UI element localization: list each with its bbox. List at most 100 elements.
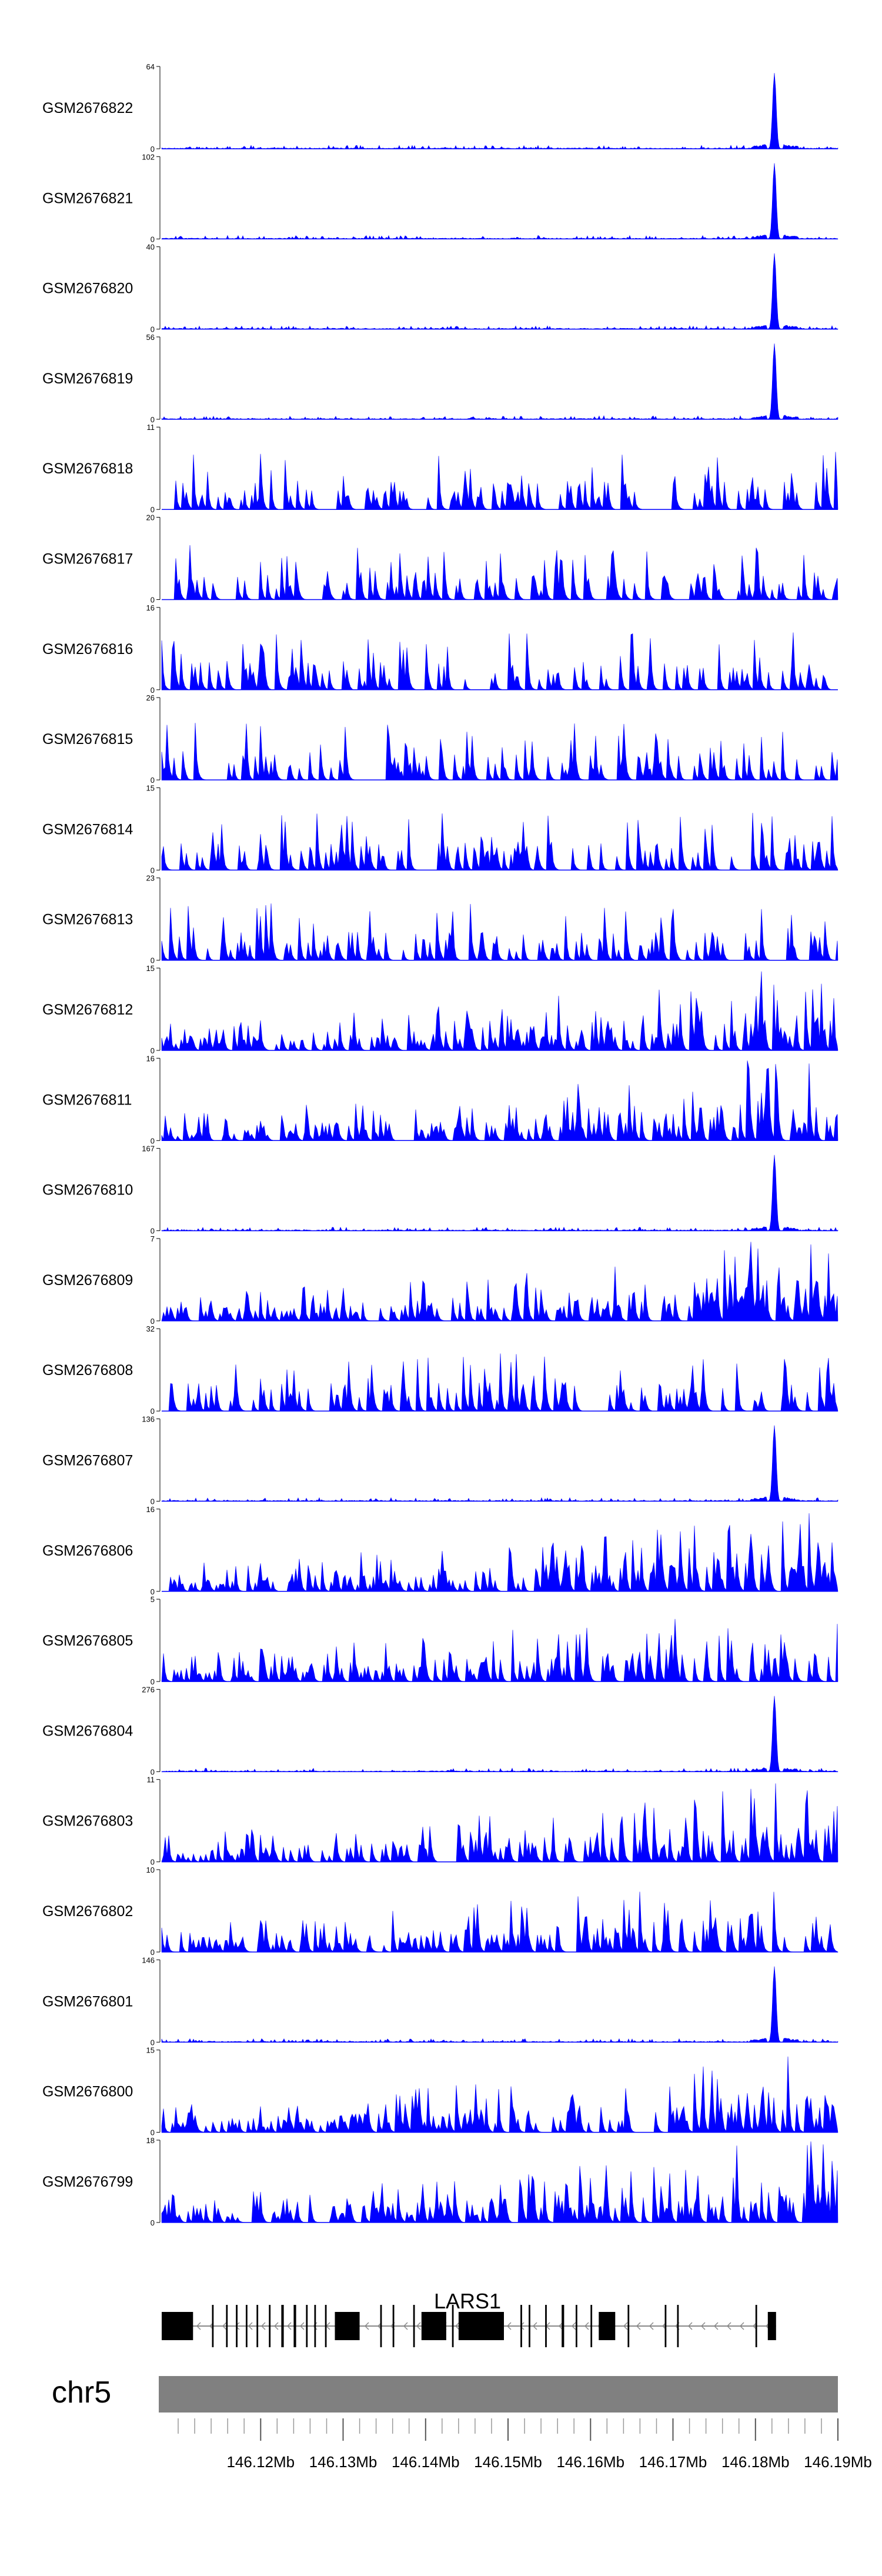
track-label: GSM2676811 <box>42 1092 132 1108</box>
track-GSM2676804: GSM2676804 276 0 <box>42 1685 838 1776</box>
y-min-label: 0 <box>151 1677 155 1686</box>
y-max-label: 16 <box>146 603 155 612</box>
track-label: GSM2676808 <box>42 1362 133 1379</box>
track-label: GSM2676800 <box>42 2084 133 2100</box>
x-tick-label: 146.17Mb <box>639 2453 707 2471</box>
signal-area <box>161 253 838 330</box>
strand-arrow <box>455 2322 460 2330</box>
gene-exon <box>269 2305 271 2347</box>
track-label: GSM2676822 <box>42 100 133 116</box>
x-tick-label: 146.14Mb <box>392 2453 460 2471</box>
signal-area <box>162 1513 838 1592</box>
signal-area <box>161 1696 838 1772</box>
gene-exon <box>664 2305 667 2347</box>
track-label: GSM2676809 <box>42 1272 133 1289</box>
y-max-label: 15 <box>146 2046 155 2055</box>
track-label: GSM2676799 <box>42 2174 133 2190</box>
y-min-label: 0 <box>151 956 155 965</box>
strand-arrow <box>196 2322 201 2330</box>
y-min-label: 0 <box>151 1948 155 1957</box>
track-label: GSM2676816 <box>42 641 133 658</box>
y-max-label: 15 <box>146 964 155 973</box>
track-GSM2676799: GSM2676799 18 0 <box>42 2136 838 2227</box>
y-min-label: 0 <box>151 866 155 875</box>
strand-arrow <box>700 2322 706 2330</box>
y-min-label: 0 <box>151 505 155 514</box>
y-max-label: 18 <box>146 2136 155 2145</box>
signal-area <box>161 1966 838 2043</box>
gene-exon <box>413 2305 415 2347</box>
signal-area <box>161 813 838 870</box>
gene-exon <box>421 2312 446 2340</box>
signal-area <box>162 1353 838 1412</box>
strand-arrow <box>299 2322 305 2330</box>
track-label: GSM2676819 <box>42 371 133 387</box>
track-label: GSM2676810 <box>42 1182 133 1199</box>
track-label: GSM2676812 <box>42 1002 133 1018</box>
y-max-label: 16 <box>146 1054 155 1063</box>
strand-arrow <box>286 2322 292 2330</box>
y-max-label: 11 <box>147 1776 155 1784</box>
gene-exon <box>212 2305 214 2347</box>
signal-area <box>162 545 838 600</box>
y-max-label: 11 <box>147 423 155 432</box>
gene-exon <box>590 2305 593 2347</box>
signal-tracks: GSM2676822640GSM26768211020GSM2676820400… <box>42 62 838 2227</box>
signal-area <box>161 2141 838 2223</box>
gene-exon <box>392 2305 395 2347</box>
y-min-label: 0 <box>151 2218 155 2227</box>
track-GSM2676821: GSM2676821 102 0 <box>42 152 838 243</box>
y-min-label: 0 <box>151 1317 155 1326</box>
signal-area <box>161 1425 838 1501</box>
x-tick-label: 146.18Mb <box>721 2453 790 2471</box>
gene-exon <box>452 2305 454 2347</box>
track-GSM2676803: GSM2676803 11 0 <box>42 1776 838 1867</box>
signal-area <box>161 1891 838 1953</box>
y-max-label: 167 <box>142 1144 155 1153</box>
track-GSM2676809: GSM2676809 7 0 <box>42 1234 838 1326</box>
y-min-label: 0 <box>151 325 155 334</box>
y-max-label: 146 <box>142 1956 155 1964</box>
y-min-label: 0 <box>151 596 155 605</box>
y-max-label: 102 <box>142 152 155 161</box>
gene-exon <box>281 2305 284 2347</box>
y-min-label: 0 <box>151 1497 155 1506</box>
y-min-label: 0 <box>151 1407 155 1416</box>
gene-exon <box>767 2312 776 2340</box>
y-max-label: 23 <box>146 874 155 883</box>
y-min-label: 0 <box>151 415 155 424</box>
y-max-label: 20 <box>146 513 155 522</box>
track-label: GSM2676821 <box>42 190 133 206</box>
signal-area <box>161 971 838 1051</box>
track-label: GSM2676813 <box>42 912 133 928</box>
track-GSM2676816: GSM2676816 16 0 <box>42 603 838 695</box>
track-GSM2676800: GSM2676800 15 0 <box>42 2046 838 2137</box>
gene-exon <box>314 2305 316 2347</box>
gene-exon <box>520 2305 522 2347</box>
chromosome-ideogram <box>159 2376 838 2413</box>
strand-arrow <box>558 2322 563 2330</box>
signal-area <box>161 1060 838 1141</box>
gene-exon <box>162 2312 193 2340</box>
track-GSM2676819: GSM2676819 56 0 <box>42 333 838 424</box>
y-min-label: 0 <box>151 2038 155 2047</box>
y-max-label: 10 <box>146 1866 155 1874</box>
track-GSM2676820: GSM2676820 40 0 <box>42 243 838 334</box>
gene-exon <box>755 2305 757 2347</box>
strand-arrow <box>506 2322 512 2330</box>
x-tick-label: 146.19Mb <box>804 2453 872 2471</box>
strand-arrow <box>636 2322 641 2330</box>
track-label: GSM2676804 <box>42 1723 133 1739</box>
y-min-label: 0 <box>151 1046 155 1055</box>
gene-exon <box>562 2305 564 2347</box>
chromosome-label: chr5 <box>52 2375 111 2410</box>
signal-area <box>161 73 838 149</box>
track-GSM2676822: GSM2676822 64 0 <box>42 62 838 154</box>
strand-arrow <box>687 2322 693 2330</box>
gene-exon <box>599 2312 616 2340</box>
y-max-label: 7 <box>151 1234 155 1243</box>
track-label: GSM2676817 <box>42 551 133 568</box>
signal-area <box>161 723 838 780</box>
strand-arrow <box>584 2322 589 2330</box>
y-max-label: 276 <box>142 1685 155 1694</box>
